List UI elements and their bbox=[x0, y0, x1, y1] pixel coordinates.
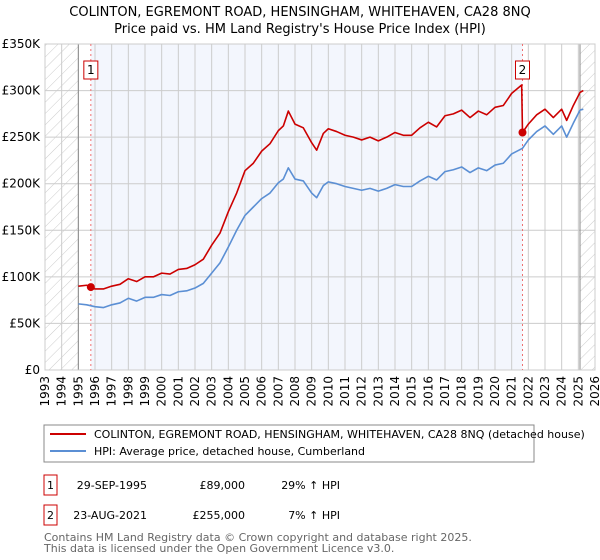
y-tick-label: £250K bbox=[2, 130, 42, 144]
sale-marker-flag-label: 1 bbox=[87, 63, 95, 77]
sale-marker-number: 1 bbox=[47, 479, 54, 492]
property-series-line bbox=[78, 84, 584, 290]
x-tick-label: 2007 bbox=[271, 376, 285, 407]
x-tick-label: 2005 bbox=[238, 376, 252, 407]
x-tick-label: 1996 bbox=[88, 376, 102, 407]
x-tick-label: 2018 bbox=[455, 376, 469, 407]
x-tick-label: 2012 bbox=[355, 376, 369, 407]
sale-price: £89,000 bbox=[200, 479, 246, 492]
y-tick-label: £350K bbox=[2, 37, 42, 51]
chart-subtitle: Price paid vs. HM Land Registry's House … bbox=[114, 22, 486, 37]
x-tick-label: 2002 bbox=[188, 376, 202, 407]
x-tick-label: 2006 bbox=[255, 376, 269, 407]
x-tick-label: 2008 bbox=[288, 376, 302, 407]
sale-point bbox=[86, 283, 95, 292]
x-tick-label: 1995 bbox=[71, 376, 85, 407]
x-tick-label: 2004 bbox=[221, 376, 235, 407]
x-tick-label: 2016 bbox=[421, 376, 435, 407]
plot-area: 1993 1994 1995 1996 1997 1998 1999 2000 2001 2002… bbox=[2, 37, 600, 407]
legend-box bbox=[43, 424, 535, 463]
x-tick-label: 1993 bbox=[38, 376, 52, 407]
sales-table: 1 29-SEP-1995 £89,000 29% ↑ HPI 2 23-AUG… bbox=[43, 474, 340, 526]
x-tick-label: 2009 bbox=[305, 376, 319, 407]
sale-row-2: 2 23-AUG-2021 £255,000 7% ↑ HPI bbox=[43, 504, 340, 526]
x-tick-label: 1994 bbox=[55, 376, 69, 407]
y-tick-label: £200K bbox=[2, 177, 42, 191]
sale-date: 23-AUG-2021 bbox=[73, 509, 147, 522]
legend-label-property: COLINTON, EGREMONT ROAD, HENSINGHAM, WHI… bbox=[94, 428, 585, 441]
y-tick-label: £300K bbox=[2, 84, 42, 98]
sale-marker-flag-label: 2 bbox=[519, 63, 527, 77]
sale-marker-flag bbox=[515, 60, 530, 80]
sale-hpi-change: 29% ↑ HPI bbox=[281, 479, 340, 492]
y-tick-label: £50K bbox=[9, 316, 41, 330]
x-tick-label: 2014 bbox=[388, 376, 402, 407]
sale-hpi-change: 7% ↑ HPI bbox=[288, 509, 340, 522]
x-tick-label: 2024 bbox=[555, 376, 569, 407]
legend: COLINTON, EGREMONT ROAD, HENSINGHAM, WHI… bbox=[43, 424, 585, 463]
legend-label-hpi: HPI: Average price, detached house, Cumb… bbox=[94, 445, 365, 458]
hpi-series-line bbox=[78, 108, 584, 309]
x-tick-label: 2000 bbox=[155, 376, 169, 407]
x-tick-label: 1997 bbox=[105, 376, 119, 407]
x-tick-label: 2013 bbox=[371, 376, 385, 407]
footer-licence: This data is licensed under the Open Gov… bbox=[43, 542, 394, 555]
x-tick-label: 2020 bbox=[488, 376, 502, 407]
x-tick-label: 2003 bbox=[205, 376, 219, 407]
y-tick-label: £150K bbox=[2, 223, 42, 237]
x-tick-label: 1999 bbox=[138, 376, 152, 407]
x-tick-label: 2010 bbox=[321, 376, 335, 407]
x-tick-label: 2019 bbox=[471, 376, 485, 407]
sale-price: £255,000 bbox=[193, 509, 246, 522]
x-tick-label: 2025 bbox=[571, 376, 585, 407]
ownership-period-shade bbox=[90, 44, 523, 370]
sale-row-1: 1 29-SEP-1995 £89,000 29% ↑ HPI bbox=[43, 474, 340, 496]
no-data-hatch bbox=[580, 44, 595, 370]
x-tick-label: 2017 bbox=[438, 376, 452, 407]
x-tick-label: 1998 bbox=[121, 376, 135, 407]
x-tick-label: 2015 bbox=[405, 376, 419, 407]
sale-point bbox=[518, 128, 527, 137]
sale-marker-badge bbox=[43, 474, 58, 496]
sale-date: 29-SEP-1995 bbox=[77, 479, 147, 492]
x-tick-label: 2011 bbox=[338, 376, 352, 407]
sale-marker-flag bbox=[83, 60, 99, 80]
x-tick-label: 2022 bbox=[521, 376, 535, 407]
sale-marker-badge bbox=[43, 504, 58, 526]
y-tick-label: £100K bbox=[2, 270, 42, 284]
x-tick-label: 2001 bbox=[171, 376, 185, 407]
footer-copyright: Contains HM Land Registry data © Crown c… bbox=[44, 531, 472, 544]
sale-marker-number: 2 bbox=[47, 509, 54, 522]
plot-border bbox=[44, 43, 596, 371]
x-tick-label: 2026 bbox=[588, 376, 600, 407]
x-tick-label: 2023 bbox=[538, 376, 552, 407]
y-tick-label: £0 bbox=[25, 363, 40, 377]
chart-title: COLINTON, EGREMONT ROAD, HENSINGHAM, WHI… bbox=[69, 5, 530, 20]
x-tick-label: 2021 bbox=[505, 376, 519, 407]
